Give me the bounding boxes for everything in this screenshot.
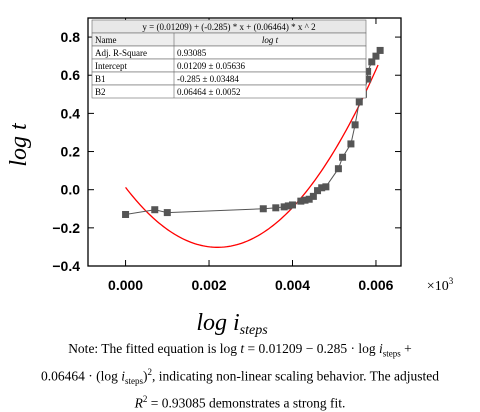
y-tick-label: 0.2 (61, 144, 81, 160)
data-point (318, 184, 326, 192)
data-series-layer (122, 46, 384, 218)
table-header-name: Name (95, 35, 117, 45)
data-point (284, 202, 292, 210)
table-row-value: 0.93085 (177, 48, 207, 58)
y-tick-label: 0.6 (61, 67, 81, 83)
table-row (91, 84, 367, 99)
y-tick-label: −0.2 (52, 220, 80, 236)
caption-line-2: 0.06464 · (log isteps)2, indicating non-… (41, 366, 439, 386)
table-row-name: B1 (95, 74, 106, 84)
fit-curve (125, 64, 379, 248)
data-point (301, 196, 309, 204)
x-axis-label: log isteps (196, 310, 268, 338)
table-row-name: Adj. R-Square (95, 48, 147, 58)
data-point (339, 153, 347, 161)
data-point (314, 187, 322, 195)
x-tick-label: 0.006 (358, 277, 393, 293)
plot-frame (87, 17, 402, 267)
y-axis-label: log t (6, 122, 32, 167)
fit-stats-table: y = (0.01209) + (-0.285) * x + (0.06464)… (91, 19, 367, 99)
data-point (364, 67, 372, 75)
fit-curve-layer (125, 64, 379, 248)
data-point (272, 204, 280, 212)
y-tick-label: 0.4 (61, 105, 81, 121)
table-equation: y = (0.01209) + (-0.285) * x + (0.06464)… (142, 22, 315, 32)
table-header-row (91, 32, 367, 47)
y-tick-label: 0.0 (61, 182, 81, 198)
data-point (259, 205, 267, 213)
y-tick-label: 0.8 (61, 29, 81, 45)
data-point (355, 98, 363, 106)
data-point (122, 210, 130, 218)
x-tick-label: 0.004 (275, 277, 310, 293)
data-point (322, 183, 330, 191)
data-point (368, 58, 376, 66)
data-point (351, 121, 359, 129)
x-axis-multiplier: ×103 (427, 276, 454, 294)
data-point (309, 192, 317, 200)
table-row-value: -0.285 ± 0.03484 (177, 74, 239, 84)
table-row-name: B2 (95, 87, 106, 97)
figure-caption: Note: The fitted equation is log t = 0.0… (0, 340, 480, 412)
data-point (364, 75, 372, 83)
data-point (288, 201, 296, 209)
data-point (347, 140, 355, 148)
caption-line-1: Note: The fitted equation is log t = 0.0… (68, 341, 412, 359)
data-point (372, 52, 380, 60)
table-row-name: Intercept (95, 61, 127, 71)
data-point (376, 46, 384, 54)
y-tick-label: −0.4 (52, 258, 80, 274)
x-tick-label: 0.000 (108, 277, 143, 293)
data-point (151, 206, 159, 214)
chart-figure: 0.000 0.002 0.004 0.006 −0.4 −0.2 0.0 0.2 0.4 0.6… (6, 17, 454, 338)
table-header-value: log t (262, 35, 279, 45)
table-row-value: 0.01209 ± 0.05636 (177, 61, 245, 71)
caption-line-3: R2 = 0.93085 demonstrates a strong fit. (134, 393, 346, 411)
data-point (163, 209, 171, 217)
data-point (297, 197, 305, 205)
x-tick-label: 0.002 (192, 277, 227, 293)
data-point (305, 195, 313, 203)
data-point (334, 165, 342, 173)
axes-layer: 0.000 0.002 0.004 0.006 −0.4 −0.2 0.0 0.2 0.4 0.6… (52, 18, 401, 293)
table-row-value: 0.06464 ± 0.0052 (177, 87, 240, 97)
data-point (280, 203, 288, 211)
